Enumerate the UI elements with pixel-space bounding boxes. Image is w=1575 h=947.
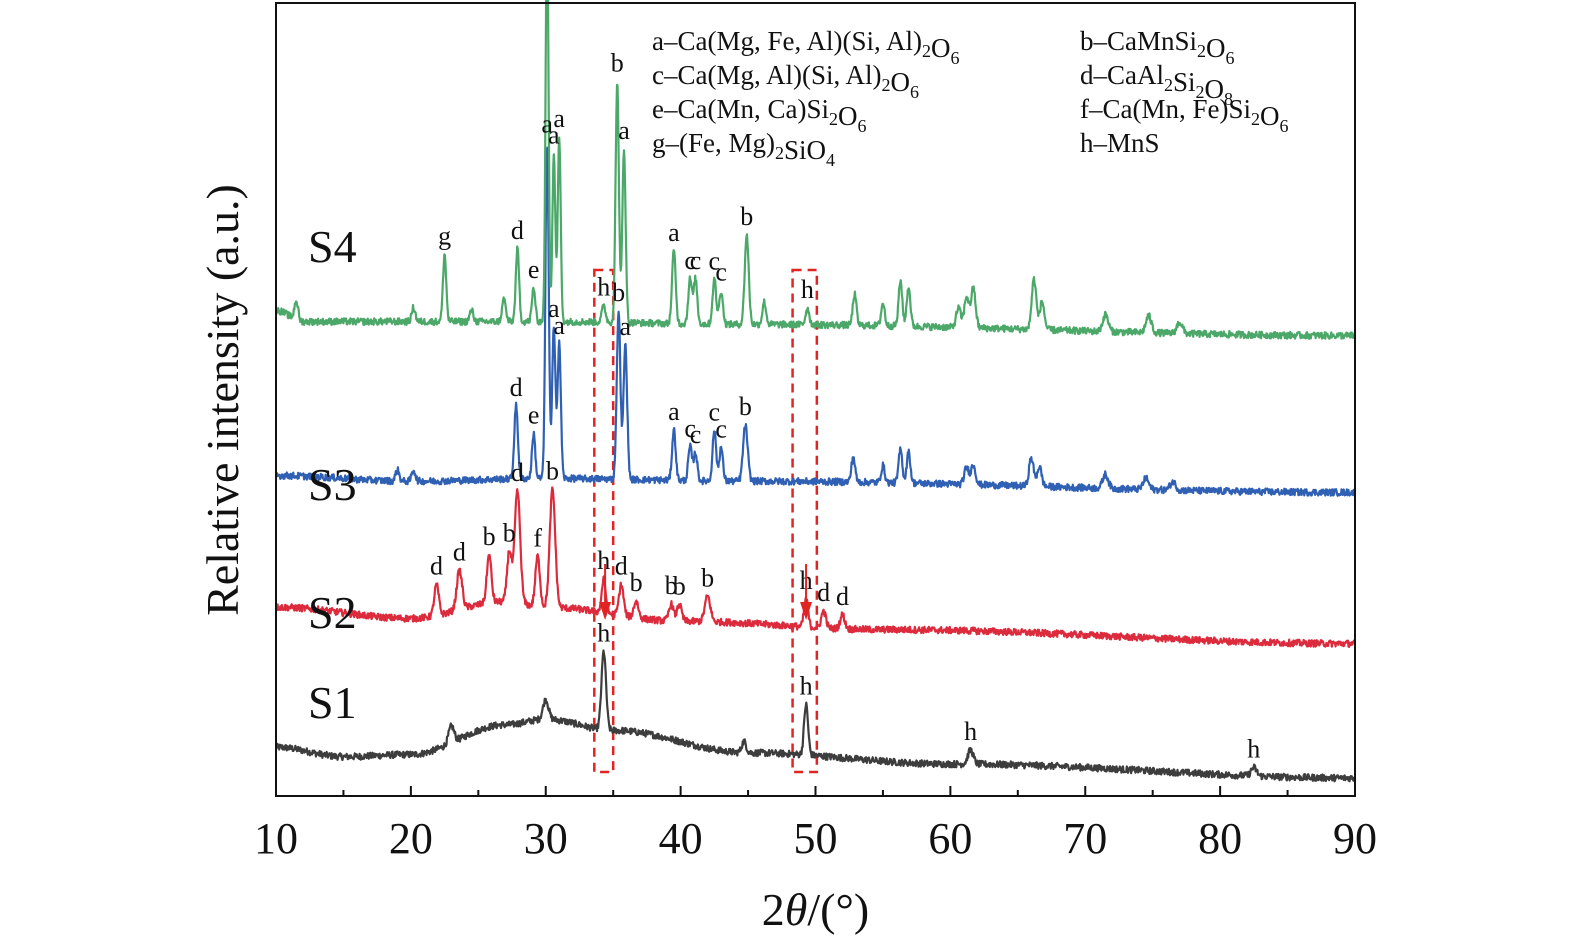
peak-label-s3-9: c	[690, 420, 702, 449]
peak-label-s2-1: d	[453, 537, 466, 566]
series-label-layer: S1 S2 S3 S4	[308, 221, 357, 728]
peak-label-s4-4: a	[548, 121, 560, 150]
x-tick-label-50: 50	[794, 814, 838, 863]
peak-label-s1-1: h	[800, 672, 813, 701]
series-line-s2	[275, 486, 1357, 648]
peak-label-s2-4: d	[511, 458, 524, 487]
peak-label-s4-15: h	[801, 275, 814, 304]
x-axis-title: 2θ/(°)	[762, 884, 869, 935]
series-line-s4	[274, 0, 1357, 340]
series-layer	[274, 0, 1357, 783]
peak-label-s2-7: h	[597, 546, 610, 575]
peak-label-s4-14: b	[740, 202, 753, 231]
x-tick-label-70: 70	[1063, 814, 1107, 863]
peak-label-s3-2: a	[541, 109, 553, 138]
x-tick-label-80: 80	[1198, 814, 1242, 863]
peak-label-s3-7: a	[668, 397, 680, 426]
peak-label-s2-3: b	[503, 518, 516, 547]
peak-label-s2-9: b	[630, 568, 643, 597]
peak-label-s2-8: d	[615, 552, 628, 581]
x-tick-label-30: 30	[524, 814, 568, 863]
peak-label-s3-0: d	[510, 373, 523, 402]
highlight-regions	[593, 268, 819, 774]
x-tick-label-40: 40	[659, 814, 703, 863]
peak-label-s2-0: d	[430, 552, 443, 581]
x-tick-label-10: 10	[254, 814, 298, 863]
legend-entry-4: d–CaAl2Si2O8	[1080, 60, 1233, 109]
legend-entry-6: f–Ca(Mn, Fe)Si2O6	[1080, 94, 1289, 136]
legend-entry-3: c–Ca(Mg, Al)(Si, Al)2O6	[652, 60, 919, 102]
legend-entry-2: b–CaMnSi2O6	[1080, 26, 1235, 68]
series-label-s3: S3	[308, 459, 357, 510]
legend-entry-1: a–Ca(Mg, Fe, Al)(Si, Al)2O6	[652, 26, 960, 68]
peak-label-s4-7: b	[611, 49, 624, 78]
x-tick-label-60: 60	[928, 814, 972, 863]
legend-entry-5: e–Ca(Mn, Ca)Si2O6	[652, 94, 866, 136]
x-axis-ticks: 10 20 30 40 50 60 70 80 90	[254, 786, 1377, 863]
peak-label-s3-10: c	[709, 398, 721, 427]
peak-label-s4-13: c	[715, 258, 727, 287]
series-label-s4: S4	[308, 221, 357, 272]
peak-label-s3-11: c	[715, 415, 727, 444]
series-line-s3	[274, 146, 1357, 497]
highlight-region-2	[791, 268, 819, 774]
peak-label-s3-12: b	[739, 392, 752, 421]
peak-label-s3-1: e	[528, 401, 540, 430]
peak-label-s4-1: d	[511, 216, 524, 245]
peak-label-s4-6: h	[597, 272, 610, 301]
x-tick-label-90: 90	[1333, 814, 1377, 863]
peak-label-layer: hhhhddbbdfbhdbbbbhdddeaaabaaccccbgdeaaah…	[430, 49, 1260, 764]
peak-label-s2-2: b	[483, 522, 496, 551]
peak-label-s3-8: c	[684, 414, 696, 443]
peak-label-s2-14: d	[817, 578, 830, 607]
x-tick-label-20: 20	[389, 814, 433, 863]
series-label-s1: S1	[308, 677, 357, 728]
arrow-1	[599, 564, 612, 620]
peak-label-s3-4: a	[553, 311, 565, 340]
peak-label-s4-10: c	[684, 246, 696, 275]
peak-label-s4-12: c	[709, 246, 721, 275]
peak-label-s4-0: g	[438, 221, 451, 250]
legend-entry-8: h–MnS	[1080, 128, 1160, 158]
peak-label-s2-6: b	[546, 457, 559, 486]
peak-label-s4-5: a	[553, 104, 565, 133]
peak-label-s3-6: a	[620, 312, 632, 341]
arrow-2	[800, 564, 813, 620]
peak-label-s2-11: b	[673, 571, 686, 600]
peak-label-s3-5: b	[612, 278, 625, 307]
legend-entry-7: g–(Fe, Mg)2SiO4	[652, 128, 835, 170]
peak-label-s4-2: e	[528, 255, 540, 284]
peak-label-s4-9: a	[668, 218, 680, 247]
peak-label-s1-0: h	[597, 619, 610, 648]
peak-label-s2-12: b	[701, 563, 714, 592]
series-line-s1	[274, 649, 1357, 783]
peak-label-s2-10: b	[665, 571, 678, 600]
legend: a–Ca(Mg, Fe, Al)(Si, Al)2O6 b–CaMnSi2O6 c–…	[652, 26, 1289, 170]
peak-label-s3-3: a	[548, 294, 560, 323]
highlight-region-1	[593, 268, 615, 774]
y-axis-title: Relative intensity (a.u.)	[197, 184, 248, 616]
peak-label-s4-8: a	[618, 116, 630, 145]
series-label-s2: S2	[308, 587, 357, 638]
peak-label-s1-3: h	[1247, 735, 1260, 764]
peak-label-s2-15: d	[836, 582, 849, 611]
arrow-layer	[599, 564, 813, 620]
peak-label-s2-5: f	[533, 523, 542, 552]
peak-label-s1-2: h	[964, 717, 977, 746]
peak-label-s4-11: c	[690, 246, 702, 275]
